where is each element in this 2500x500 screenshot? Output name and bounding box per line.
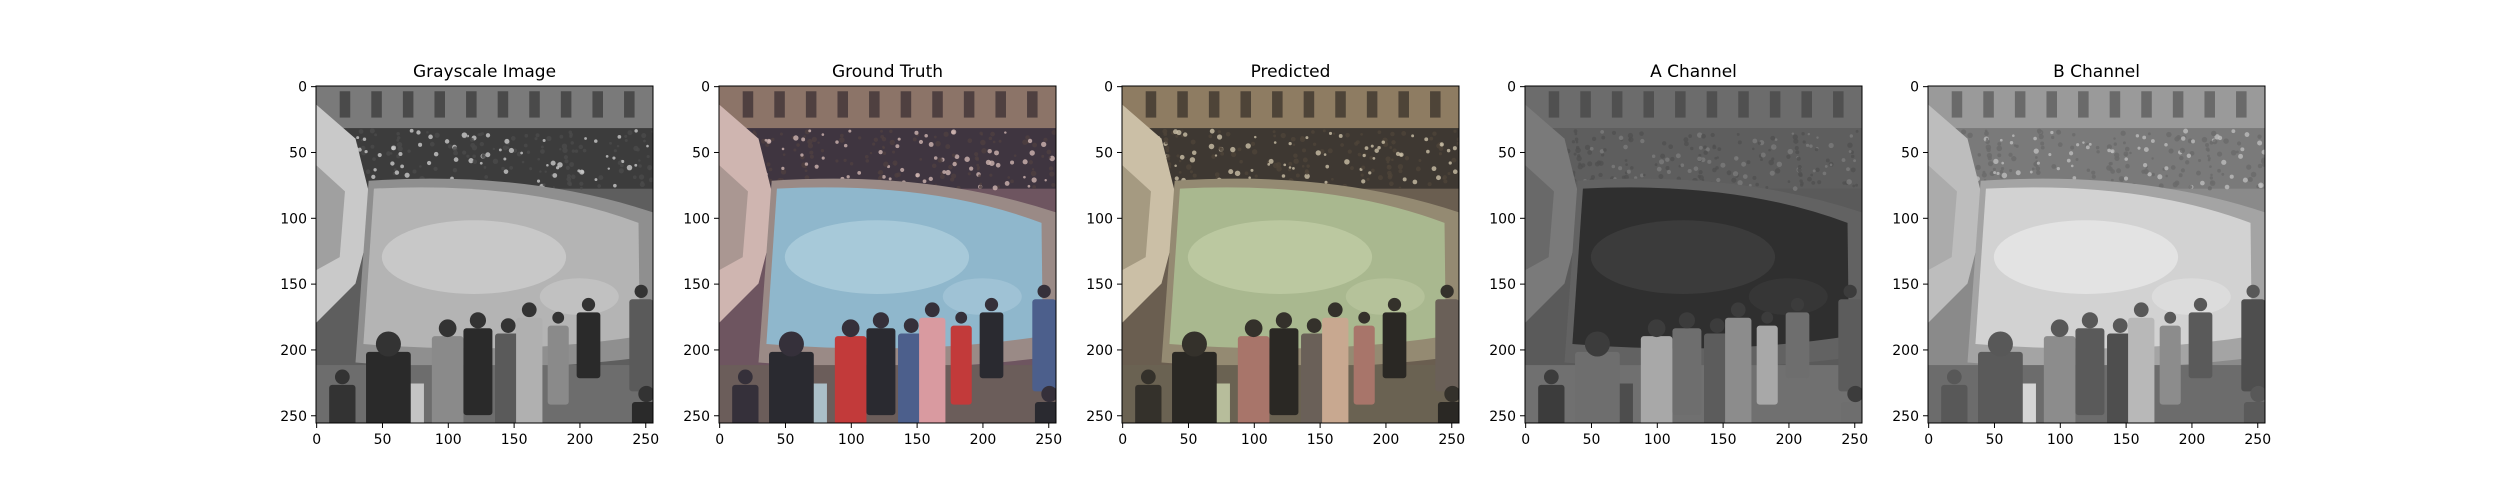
panel-image (1122, 86, 1459, 423)
y-tick-label: 150 (1086, 277, 1113, 293)
panel-title: A Channel (1650, 62, 1737, 82)
y-tick-label: 50 (692, 145, 710, 161)
y-tick-label: 100 (280, 211, 307, 227)
x-tick-label: 100 (1241, 432, 1268, 448)
x-tick-label: 200 (567, 432, 594, 448)
y-tick-label: 50 (1095, 145, 1113, 161)
y-tick-label: 200 (1489, 343, 1516, 359)
y-tick-label: 250 (683, 409, 710, 425)
y-tick-label: 50 (1498, 145, 1516, 161)
y-tick-label: 100 (1892, 211, 1919, 227)
x-tick-label: 200 (1776, 432, 1803, 448)
y-tick-label: 200 (1086, 343, 1113, 359)
y-tick-label: 150 (280, 277, 307, 293)
x-tick-label: 50 (777, 432, 795, 448)
x-tick-label: 0 (312, 432, 321, 448)
x-tick-label: 150 (1307, 432, 1334, 448)
panel-title: Ground Truth (832, 62, 943, 82)
x-tick-label: 150 (501, 432, 528, 448)
y-tick-label: 150 (1892, 277, 1919, 293)
y-tick-label: 250 (1489, 409, 1516, 425)
x-tick-label: 0 (1521, 432, 1530, 448)
x-tick-label: 100 (435, 432, 462, 448)
x-tick-label: 150 (2113, 432, 2140, 448)
y-tick-label: 200 (280, 343, 307, 359)
y-tick-label: 0 (1507, 80, 1516, 96)
y-tick-label: 250 (1086, 409, 1113, 425)
y-tick-label: 0 (701, 80, 710, 96)
x-tick-label: 200 (1373, 432, 1400, 448)
axes-frame (1524, 85, 1863, 424)
y-tick-label: 100 (1489, 211, 1516, 227)
y-tick-label: 50 (289, 145, 307, 161)
x-tick-label: 250 (632, 432, 659, 448)
y-tick-label: 200 (683, 343, 710, 359)
x-tick-label: 50 (1583, 432, 1601, 448)
y-tick-label: 100 (683, 211, 710, 227)
x-tick-label: 50 (1986, 432, 2004, 448)
panel-image (1525, 86, 1862, 423)
y-tick-label: 250 (280, 409, 307, 425)
y-tick-label: 0 (1104, 80, 1113, 96)
axes-frame (718, 85, 1057, 424)
y-tick-label: 150 (683, 277, 710, 293)
x-tick-label: 0 (1924, 432, 1933, 448)
x-tick-label: 200 (2179, 432, 2206, 448)
y-tick-label: 150 (1489, 277, 1516, 293)
x-tick-label: 150 (904, 432, 931, 448)
x-tick-label: 0 (1118, 432, 1127, 448)
panel-image (1928, 86, 2265, 423)
x-tick-label: 100 (2047, 432, 2074, 448)
x-tick-label: 100 (1644, 432, 1671, 448)
panel-title: B Channel (2053, 62, 2140, 82)
y-tick-label: 0 (1910, 80, 1919, 96)
y-tick-label: 0 (298, 80, 307, 96)
x-tick-label: 50 (1180, 432, 1198, 448)
x-tick-label: 250 (1841, 432, 1868, 448)
y-tick-label: 200 (1892, 343, 1919, 359)
panel-image (719, 86, 1056, 423)
panel-title: Predicted (1251, 62, 1331, 82)
x-tick-label: 50 (374, 432, 392, 448)
x-tick-label: 250 (1035, 432, 1062, 448)
axes-frame (1927, 85, 2266, 424)
x-tick-label: 250 (2244, 432, 2271, 448)
panel-title: Grayscale Image (413, 62, 556, 82)
x-tick-label: 250 (1438, 432, 1465, 448)
y-tick-label: 100 (1086, 211, 1113, 227)
axes-frame (315, 85, 654, 424)
y-tick-label: 250 (1892, 409, 1919, 425)
y-tick-label: 50 (1901, 145, 1919, 161)
x-tick-label: 150 (1710, 432, 1737, 448)
x-tick-label: 0 (715, 432, 724, 448)
axes-frame (1121, 85, 1460, 424)
x-tick-label: 200 (970, 432, 997, 448)
panel-image (316, 86, 653, 423)
x-tick-label: 100 (838, 432, 865, 448)
